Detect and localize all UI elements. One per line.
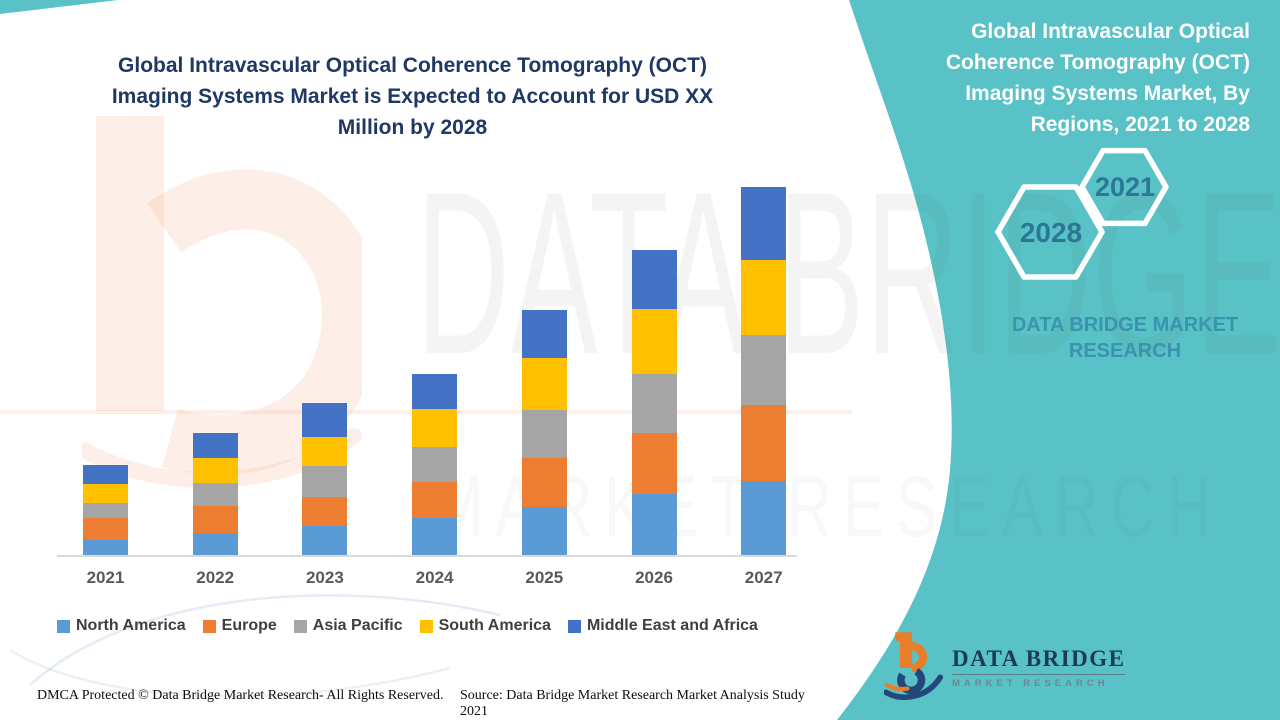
panel-title-line3: Imaging Systems Market, By xyxy=(965,82,1250,105)
dmca-notice: DMCA Protected © Data Bridge Market Rese… xyxy=(37,688,444,703)
chart-title-line3: Million by 2028 xyxy=(337,116,488,139)
footer: DMCA Protected © Data Bridge Market Rese… xyxy=(0,684,836,720)
segment-europe-2024 xyxy=(412,482,458,518)
x-axis-label-2025: 2025 xyxy=(525,568,564,587)
x-axis-label-2024: 2024 xyxy=(415,568,454,587)
segment-middle-east-and-africa-2022 xyxy=(192,433,238,458)
legend-swatch-south-america xyxy=(419,619,433,633)
segment-north-america-2022 xyxy=(192,533,238,555)
hexagon-2021 xyxy=(1079,147,1169,227)
x-axis-label-2023: 2023 xyxy=(305,568,344,587)
panel-title-line2: Coherence Tomography (OCT) xyxy=(945,51,1250,74)
hexagon-2028-label: 2028 xyxy=(1020,217,1082,248)
logo-title: DATA BRIDGE xyxy=(952,646,1126,675)
hexagon-2021-label: 2021 xyxy=(1095,172,1155,202)
logo-b-icon xyxy=(884,632,944,700)
segment-europe-2027 xyxy=(741,405,787,481)
databridge-logo: DATA BRIDGE MARKET RESEARCH xyxy=(884,630,1126,704)
bar-2026 xyxy=(631,250,677,555)
chart-title-line1: Global Intravascular Optical Coherence T… xyxy=(118,54,707,77)
chart-legend: North America Europe Asia Pacific South Ame… xyxy=(57,617,758,635)
segment-south-america-2021 xyxy=(83,484,128,503)
panel-brand-text: DATA BRIDGE MARKET RESEARCH xyxy=(980,312,1270,364)
segment-south-america-2024 xyxy=(412,409,458,447)
panel-title-line1: Global Intravascular Optical xyxy=(971,20,1250,43)
segment-north-america-2023 xyxy=(302,526,348,555)
teal-side-panel xyxy=(837,0,1280,720)
segment-middle-east-and-africa-2027 xyxy=(741,187,787,260)
legend-swatch-middle-east-and-africa xyxy=(567,619,581,633)
segment-north-america-2025 xyxy=(521,507,567,555)
bar-2021 xyxy=(83,465,128,555)
segment-south-america-2027 xyxy=(741,260,787,335)
segment-asia-pacific-2022 xyxy=(192,483,238,506)
bar-2023 xyxy=(302,403,348,555)
segment-middle-east-and-africa-2023 xyxy=(302,403,348,437)
legend-label-south-america: South America xyxy=(438,617,551,634)
x-axis-label-2027: 2027 xyxy=(744,568,783,587)
logo-subtitle: MARKET RESEARCH xyxy=(952,677,1109,689)
top-left-accent xyxy=(0,0,118,14)
panel-title-line4: Regions, 2021 to 2028 xyxy=(1030,113,1250,136)
segment-south-america-2023 xyxy=(302,437,348,466)
legend-label-north-america: North America xyxy=(76,617,186,634)
segment-middle-east-and-africa-2026 xyxy=(631,250,677,309)
legend-item-asia-pacific: Asia Pacific xyxy=(293,617,403,635)
legend-item-north-america: North America xyxy=(57,617,186,635)
segment-north-america-2021 xyxy=(83,540,128,555)
segment-south-america-2026 xyxy=(631,309,677,374)
hexagon-badges: 2021 2028 xyxy=(995,147,1169,280)
segment-south-america-2022 xyxy=(192,458,238,483)
panel-brand-line1: DATA BRIDGE MARKET xyxy=(1011,314,1239,336)
segment-north-america-2026 xyxy=(631,494,677,555)
bar-2025 xyxy=(521,310,567,555)
legend-label-europe: Europe xyxy=(221,617,277,634)
segment-asia-pacific-2026 xyxy=(631,374,677,433)
segment-europe-2023 xyxy=(302,497,348,526)
segment-middle-east-and-africa-2021 xyxy=(83,465,128,484)
segment-middle-east-and-africa-2025 xyxy=(521,310,567,358)
legend-swatch-asia-pacific xyxy=(293,619,307,633)
chart-title-line2: Imaging Systems Market is Expected to Ac… xyxy=(111,85,714,108)
segment-asia-pacific-2025 xyxy=(521,410,567,458)
segment-europe-2022 xyxy=(192,506,238,533)
segment-middle-east-and-africa-2024 xyxy=(412,374,458,409)
legend-swatch-europe xyxy=(202,619,216,633)
x-axis-label-2026: 2026 xyxy=(635,568,673,587)
source-note: Source: Data Bridge Market Research Mark… xyxy=(460,688,805,719)
segment-europe-2025 xyxy=(521,458,567,507)
segment-asia-pacific-2024 xyxy=(412,447,458,482)
legend-label-asia-pacific: Asia Pacific xyxy=(312,617,403,634)
bar-2027 xyxy=(741,187,787,555)
segment-asia-pacific-2021 xyxy=(83,503,128,518)
legend-label-middle-east-and-africa: Middle East and Africa xyxy=(586,617,758,634)
legend-swatch-north-america xyxy=(57,619,70,633)
segment-asia-pacific-2027 xyxy=(741,335,787,405)
plot-area: 2021 2022 2023 2024 2025 2026 2027 xyxy=(57,160,797,587)
segment-south-america-2025 xyxy=(521,358,567,410)
segment-north-america-2024 xyxy=(412,518,458,555)
x-axis-label-2021: 2021 xyxy=(86,568,125,587)
panel-title: Global Intravascular Optical Coherence T… xyxy=(850,16,1250,140)
segment-north-america-2027 xyxy=(741,481,787,555)
legend-item-middle-east-and-africa: Middle East and Africa xyxy=(567,617,758,635)
panel-brand-line2: RESEARCH xyxy=(1068,340,1182,362)
x-axis-label-2022: 2022 xyxy=(196,568,235,587)
bar-2024 xyxy=(412,374,458,555)
legend-item-south-america: South America xyxy=(419,617,551,635)
legend-item-europe: Europe xyxy=(202,617,277,635)
segment-asia-pacific-2023 xyxy=(302,466,348,497)
hexagon-2028 xyxy=(995,184,1105,280)
segment-europe-2026 xyxy=(631,433,677,494)
bar-2022 xyxy=(192,433,238,555)
segment-europe-2021 xyxy=(83,518,128,540)
chart-title: Global Intravascular Optical Coherence T… xyxy=(40,50,785,143)
